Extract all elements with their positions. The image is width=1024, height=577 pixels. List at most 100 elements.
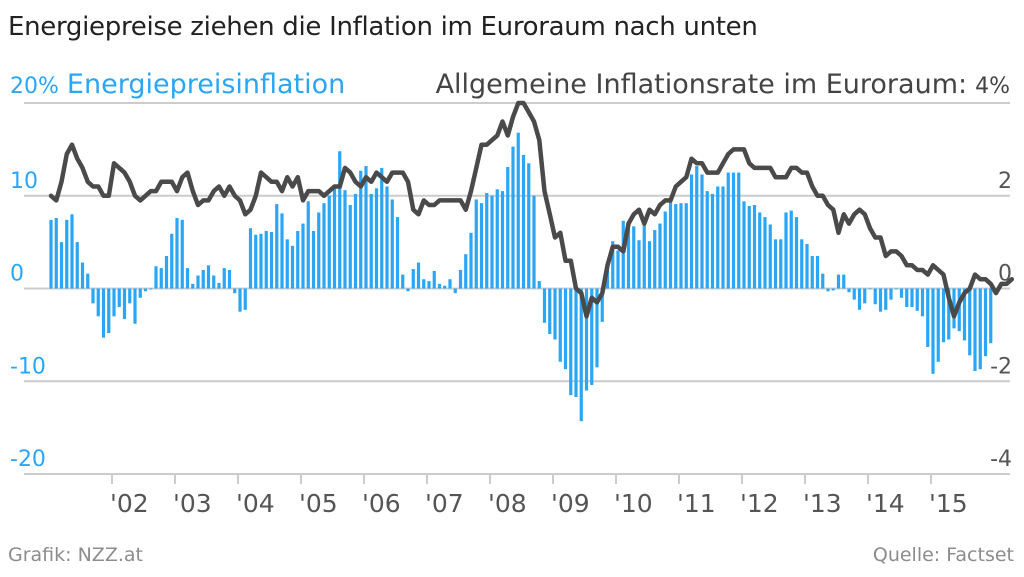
energy-bar xyxy=(910,288,914,308)
energy-bar xyxy=(280,213,284,289)
energy-bar xyxy=(437,283,442,289)
energy-bar xyxy=(285,239,289,289)
energy-bar xyxy=(59,242,64,289)
energy-bar xyxy=(600,288,604,322)
x-tick-label: '04 xyxy=(236,489,275,518)
energy-bar xyxy=(590,288,594,385)
energy-bar xyxy=(768,224,772,289)
energy-bars xyxy=(49,132,993,422)
energy-bar xyxy=(884,288,888,310)
energy-bar xyxy=(301,223,305,289)
energy-bar xyxy=(485,192,489,289)
energy-bar xyxy=(569,288,573,396)
energy-bar xyxy=(269,231,274,289)
energy-bar xyxy=(201,269,205,289)
energy-bar xyxy=(653,230,657,289)
energy-bar xyxy=(941,288,946,343)
energy-bar xyxy=(611,241,615,289)
energy-bar xyxy=(836,274,841,289)
left-series-label: Energiepreisinflation xyxy=(67,69,345,100)
left-tick-label: 10 xyxy=(10,169,38,194)
energy-bar xyxy=(511,146,515,289)
energy-bar xyxy=(947,288,951,340)
energy-bar xyxy=(264,230,268,289)
energy-bar xyxy=(679,203,683,289)
energy-bar xyxy=(962,288,967,341)
energy-bar xyxy=(716,186,720,289)
energy-bar xyxy=(873,288,877,305)
energy-bar xyxy=(65,219,69,289)
energy-bar xyxy=(847,288,851,293)
energy-bar xyxy=(674,204,678,289)
energy-bar xyxy=(915,288,919,311)
energy-bar xyxy=(663,211,667,289)
energy-bar xyxy=(726,172,730,289)
energy-bar xyxy=(721,186,725,289)
energy-bar xyxy=(133,288,137,324)
energy-bar xyxy=(626,221,631,289)
energy-bar xyxy=(968,288,972,356)
energy-bar xyxy=(248,228,253,289)
x-tick-label: '10 xyxy=(614,489,653,518)
energy-bar xyxy=(579,288,583,422)
energy-bar xyxy=(920,288,925,317)
energy-bar xyxy=(359,170,363,289)
x-tick-label: '13 xyxy=(803,489,842,518)
energy-bar xyxy=(731,172,736,289)
energy-bar xyxy=(96,288,100,317)
x-tick-label: '11 xyxy=(677,489,716,518)
energy-bar xyxy=(374,188,379,289)
energy-bar xyxy=(49,219,53,289)
x-tick-label: '14 xyxy=(866,489,905,518)
energy-bar xyxy=(469,232,473,289)
x-tick-label: '09 xyxy=(551,489,590,518)
energy-bar xyxy=(117,288,121,308)
energy-bar xyxy=(212,275,216,289)
energy-bar xyxy=(763,217,767,289)
right-tick-label: -2 xyxy=(990,354,1012,379)
energy-bar xyxy=(348,205,352,289)
energy-bar xyxy=(317,212,321,289)
energy-bar xyxy=(668,197,673,289)
left-tick-label: -20 xyxy=(10,447,46,472)
energy-bar xyxy=(327,195,331,289)
energy-bar xyxy=(889,288,893,300)
energy-bar xyxy=(800,239,804,289)
energy-bar xyxy=(642,220,646,289)
energy-bar xyxy=(978,288,982,370)
energy-bar xyxy=(936,288,940,362)
energy-bar xyxy=(521,154,526,289)
energy-bar xyxy=(343,190,347,289)
energy-bar xyxy=(443,285,447,289)
energy-bar xyxy=(338,151,342,289)
energy-bar xyxy=(227,269,232,289)
energy-bar xyxy=(369,193,373,289)
x-tick-label: '07 xyxy=(425,489,464,518)
energy-bar xyxy=(143,288,148,292)
energy-bar xyxy=(380,167,384,289)
energy-bar xyxy=(290,245,295,289)
right-series-label: Allgemeine Inflationsrate im Euroraum: xyxy=(436,69,968,100)
energy-bar xyxy=(710,193,715,289)
energy-bar xyxy=(584,288,589,391)
energy-bar xyxy=(416,262,421,289)
source-text: Quelle: Factset xyxy=(872,544,1014,566)
energy-bar xyxy=(537,281,541,289)
energy-bar xyxy=(448,279,452,289)
energy-bar xyxy=(390,199,394,289)
energy-bar xyxy=(170,233,174,289)
energy-bar xyxy=(516,132,520,289)
energy-bar xyxy=(422,279,426,289)
chart-title: Energiepreise ziehen die Inflation im Eu… xyxy=(8,12,758,42)
energy-bar xyxy=(700,174,704,289)
energy-bar xyxy=(217,282,221,289)
energy-bar xyxy=(574,288,578,398)
energy-bar xyxy=(926,288,930,347)
right-tick-label: 2 xyxy=(998,169,1012,194)
energy-bar xyxy=(159,268,163,289)
energy-bar xyxy=(810,256,814,289)
energy-bar xyxy=(595,288,599,368)
energy-bar xyxy=(464,254,468,289)
left-tick-label: 0 xyxy=(10,262,24,287)
